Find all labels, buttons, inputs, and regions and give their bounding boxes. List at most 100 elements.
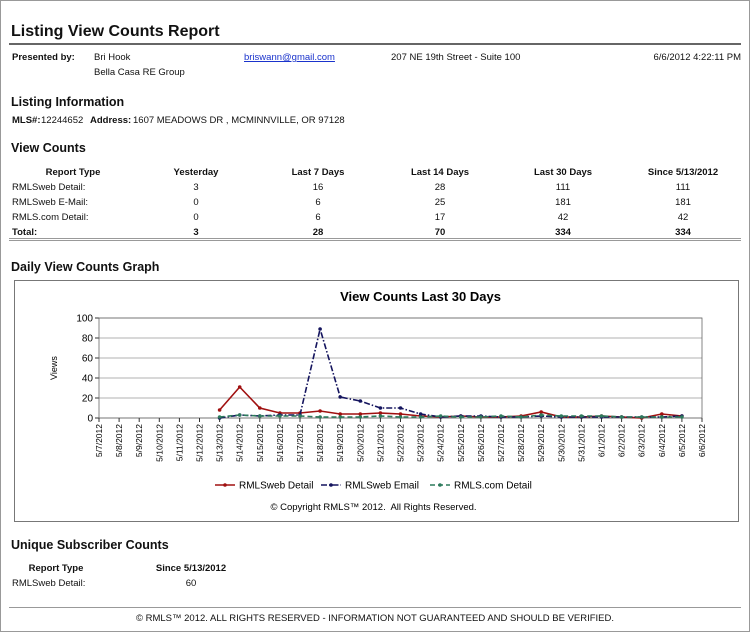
series-marker [378, 414, 383, 418]
legend-label: RMLS.com Detail [454, 481, 532, 492]
series-marker [338, 412, 343, 416]
mls-label: MLS#: [12, 115, 41, 126]
footer-text: © RMLS™ 2012. ALL RIGHTS RESERVED - INFO… [135, 613, 615, 624]
x-tick-label: 6/1/2012 [597, 424, 607, 457]
x-tick-label: 5/24/2012 [436, 424, 446, 462]
x-tick-label: 5/20/2012 [355, 424, 365, 462]
x-tick-label: 5/15/2012 [255, 424, 265, 462]
series-marker [438, 414, 443, 418]
listing-address: 1607 MEADOWS DR , MCMINNVILLE, OR 97128 [133, 115, 345, 126]
x-tick-label: 5/23/2012 [416, 424, 426, 462]
series-marker [519, 415, 523, 419]
x-tick-label: 5/25/2012 [456, 424, 466, 462]
table-cell: 3 [193, 182, 199, 193]
report-title: Listing View Counts Report [11, 23, 220, 40]
column-header: Last 14 Days [410, 167, 470, 178]
report-datetime: 6/6/2012 4:22:11 PM [653, 52, 742, 63]
legend-swatch-marker [223, 483, 227, 487]
x-tick-label: 5/16/2012 [275, 424, 285, 462]
agent-email[interactable]: briswann@gmail.com [244, 52, 335, 63]
x-tick-label: 5/12/2012 [195, 424, 205, 462]
series-marker [499, 414, 503, 418]
column-header: Last 7 Days [291, 167, 345, 178]
series-marker [298, 414, 302, 418]
legend-swatch-marker [438, 483, 442, 487]
x-tick-label: 5/13/2012 [215, 424, 225, 462]
table-cell: 16 [312, 182, 324, 193]
x-tick-label: 5/26/2012 [476, 424, 486, 462]
series-marker [318, 415, 322, 419]
series-marker [559, 414, 564, 418]
agent-name: Bri Hook [94, 52, 131, 63]
x-tick-label: 5/22/2012 [396, 424, 406, 462]
series-marker [217, 415, 222, 419]
column-header: Yesterday [173, 167, 219, 178]
x-tick-label: 5/30/2012 [556, 424, 566, 462]
row-label: RMLS.com Detail: [12, 212, 89, 223]
series-line [219, 325, 682, 419]
table-cell: 0 [193, 212, 199, 223]
x-tick-label: 5/28/2012 [516, 424, 526, 462]
table-cell: 111 [555, 182, 571, 193]
column-header: Last 30 Days [533, 167, 593, 178]
table-cell: 181 [675, 197, 691, 208]
table-cell: 17 [434, 212, 446, 223]
series-marker [217, 408, 222, 412]
x-tick-label: 6/4/2012 [657, 424, 667, 457]
series-marker [237, 413, 242, 417]
series-marker [680, 415, 684, 419]
x-tick-label: 6/5/2012 [677, 424, 687, 457]
legend-swatch-marker [329, 483, 333, 487]
table-cell: 181 [555, 197, 571, 208]
series-marker [459, 415, 463, 419]
x-tick-label: 6/2/2012 [617, 424, 627, 457]
x-tick-label: 5/21/2012 [375, 424, 385, 462]
series-marker [258, 414, 262, 418]
x-tick-label: 5/8/2012 [114, 424, 124, 457]
series-marker [378, 406, 383, 410]
table-cell: 111 [675, 182, 691, 193]
x-tick-label: 5/31/2012 [576, 424, 586, 462]
x-tick-label: 5/11/2012 [174, 424, 184, 461]
y-tick-label: 80 [82, 334, 94, 345]
table-cell: 60 [185, 578, 197, 589]
x-tick-label: 5/27/2012 [496, 424, 506, 462]
table-cell: 334 [675, 227, 691, 238]
series-line [218, 385, 682, 419]
column-header: Report Type [28, 563, 84, 574]
address-label: Address: [90, 115, 132, 126]
x-tick-label: 6/6/2012 [697, 424, 707, 457]
x-tick-label: 5/9/2012 [134, 424, 144, 457]
series-marker [378, 411, 383, 415]
series-marker [639, 415, 644, 419]
series-marker [579, 414, 584, 418]
y-tick-label: 100 [76, 314, 93, 325]
x-tick-label: 5/29/2012 [536, 424, 546, 462]
series-marker [539, 410, 543, 414]
table-cell: 3 [193, 227, 199, 238]
series-marker [398, 415, 403, 419]
series-marker [660, 415, 664, 419]
section-heading: Daily View Counts Graph [11, 260, 160, 274]
series-marker [278, 414, 282, 418]
chart-frame: View Counts Last 30 Days Views 0 20 40 60 80 10… [14, 280, 739, 522]
row-label: RMLSweb E-Mail: [12, 197, 89, 208]
section-heading: Listing Information [11, 95, 125, 109]
series-marker [479, 415, 483, 419]
x-tick-label: 5/17/2012 [295, 424, 305, 462]
y-tick-label: 60 [82, 354, 94, 365]
table-cell: 0 [193, 197, 199, 208]
series-marker [358, 412, 363, 416]
footer-rule [9, 607, 741, 608]
y-tick-label: 0 [87, 414, 93, 425]
x-tick-label: 5/18/2012 [315, 424, 325, 462]
series-marker [358, 415, 363, 419]
series-marker [237, 385, 242, 389]
table-cell: 6 [315, 197, 321, 208]
table-cell: 28 [434, 182, 446, 193]
office-name: Bella Casa RE Group [94, 67, 185, 78]
office-address: 207 NE 19th Street - Suite 100 [391, 52, 521, 63]
series-marker [599, 414, 604, 418]
presented-by-label: Presented by: [12, 52, 75, 63]
